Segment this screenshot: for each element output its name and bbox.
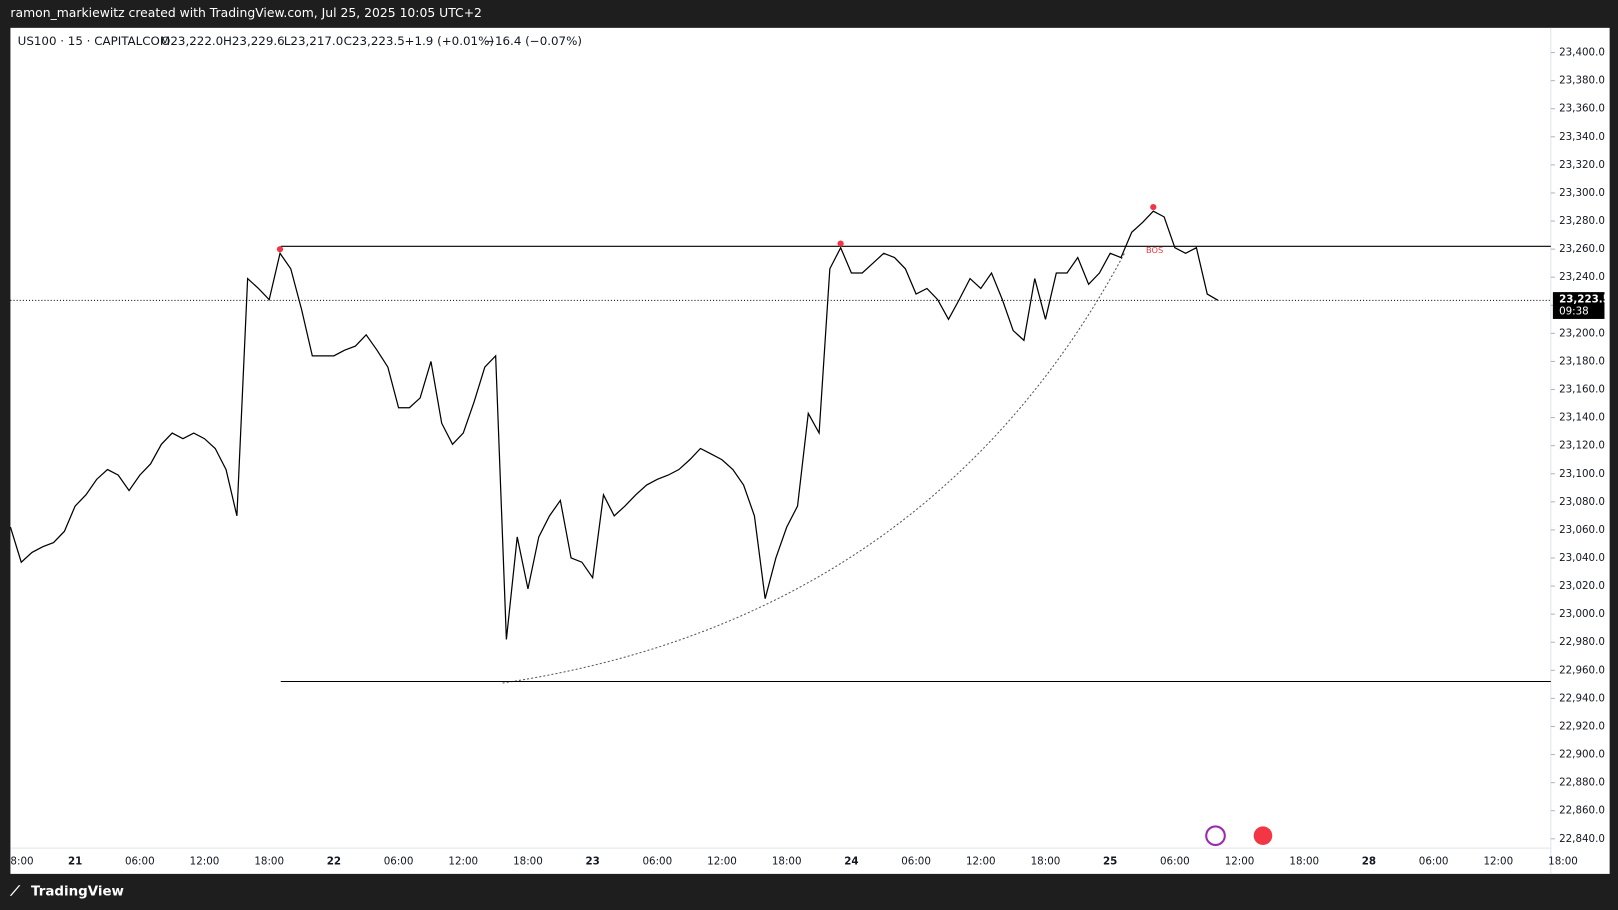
y-tick-label: 22,940.0 <box>1559 692 1605 704</box>
y-tick-label: 22,960.0 <box>1559 664 1605 676</box>
y-tick-label: 23,320.0 <box>1559 159 1605 171</box>
y-tick-label: 22,860.0 <box>1559 805 1605 817</box>
x-tick-label: 24 <box>844 856 858 868</box>
y-tick-label: 23,300.0 <box>1559 187 1605 199</box>
footer-brand: TradingView <box>31 884 124 899</box>
x-tick-label: 06:00 <box>1160 856 1190 868</box>
y-tick-label: 23,040.0 <box>1559 552 1605 564</box>
x-tick-label: 12:00 <box>190 856 220 868</box>
x-tick-label: 06:00 <box>901 856 931 868</box>
x-tick-label: 12:00 <box>1225 856 1255 868</box>
y-tick-label: 23,340.0 <box>1559 131 1605 143</box>
header-title: ramon_markiewitz created with TradingVie… <box>10 6 482 20</box>
y-tick-label: 23,360.0 <box>1559 103 1605 115</box>
chart-pane <box>10 27 1610 874</box>
x-tick-label: 18:00 <box>772 856 802 868</box>
swing-high-dot <box>1150 203 1157 211</box>
y-tick-label: 23,280.0 <box>1559 215 1605 227</box>
last-price-tag <box>1552 292 1605 319</box>
legend-change2: −16.4 (−0.07%) <box>485 34 582 48</box>
y-tick-label: 23,200.0 <box>1559 327 1605 339</box>
x-tick-label: 18:00 <box>1548 856 1578 868</box>
curve-drawing <box>502 252 1126 684</box>
y-tick-label: 23,380.0 <box>1559 75 1605 87</box>
x-tick-label: 12:00 <box>448 856 478 868</box>
y-tick-label: 22,900.0 <box>1559 749 1605 761</box>
x-tick-label: 06:00 <box>642 856 672 868</box>
x-tick-label: 06:00 <box>1419 856 1449 868</box>
last-price-label: 23,223.5 <box>1559 293 1610 305</box>
x-tick-label: 22 <box>327 856 341 868</box>
y-tick-label: 23,260.0 <box>1559 243 1605 255</box>
legend-symbol: US100 · 15 · CAPITALCOM <box>18 34 171 48</box>
x-tick-label: 28 <box>1362 856 1376 868</box>
y-tick-label: 23,000.0 <box>1559 608 1605 620</box>
x-tick-label: 18:00 <box>1031 856 1061 868</box>
swing-high-dot <box>837 240 844 247</box>
y-tick-label: 22,880.0 <box>1559 777 1605 789</box>
legend-change: +1.9 (+0.01%) <box>405 34 494 48</box>
x-tick-label: 23 <box>585 856 599 868</box>
x-tick-label: 25 <box>1103 856 1117 868</box>
y-tick-label: 23,240.0 <box>1559 271 1605 283</box>
y-tick-label: 23,060.0 <box>1559 524 1605 536</box>
x-tick-label: 8:00 <box>10 856 33 868</box>
y-tick-label: 22,840.0 <box>1559 833 1605 845</box>
x-tick-label: 18:00 <box>1289 856 1319 868</box>
x-tick-label: 12:00 <box>1483 856 1513 868</box>
x-tick-label: 06:00 <box>384 856 414 868</box>
y-tick-label: 23,020.0 <box>1559 580 1605 592</box>
legend-low: L23,217.0 <box>284 34 343 48</box>
y-tick-label: 23,100.0 <box>1559 468 1605 480</box>
x-tick-label: 12:00 <box>707 856 737 868</box>
countdown: 09:38 <box>1559 306 1589 318</box>
y-tick-label: 23,160.0 <box>1559 384 1605 396</box>
legend: US100 · 15 · CAPITALCOM O23,222.0 H23,22… <box>18 34 582 48</box>
flag-icon <box>1253 826 1273 845</box>
x-tick-label: 21 <box>68 856 82 868</box>
y-tick-label: 23,180.0 <box>1559 355 1605 367</box>
x-tick-label: 18:00 <box>254 856 284 868</box>
y-tick-label: 23,120.0 <box>1559 440 1605 452</box>
swing-high-dot <box>276 246 284 253</box>
price-line <box>9 210 1219 640</box>
x-tick-label: 18:00 <box>513 856 543 868</box>
y-tick-label: 22,920.0 <box>1559 720 1605 732</box>
y-tick-label: 22,980.0 <box>1559 636 1605 648</box>
y-tick-label: 23,080.0 <box>1559 496 1605 508</box>
event-icon <box>1205 825 1226 847</box>
legend-high: H23,229.6 <box>223 34 285 48</box>
legend-open: O23,222.0 <box>161 34 223 48</box>
bos-label: BOS <box>1146 245 1163 255</box>
brand-logo: ⟋ <box>9 884 20 899</box>
y-tick-label: 23,400.0 <box>1559 47 1605 59</box>
legend-close: C23,223.5 <box>344 34 405 48</box>
x-tick-label: 06:00 <box>125 856 155 868</box>
x-tick-label: 12:00 <box>966 856 996 868</box>
y-tick-label: 23,140.0 <box>1559 412 1605 424</box>
